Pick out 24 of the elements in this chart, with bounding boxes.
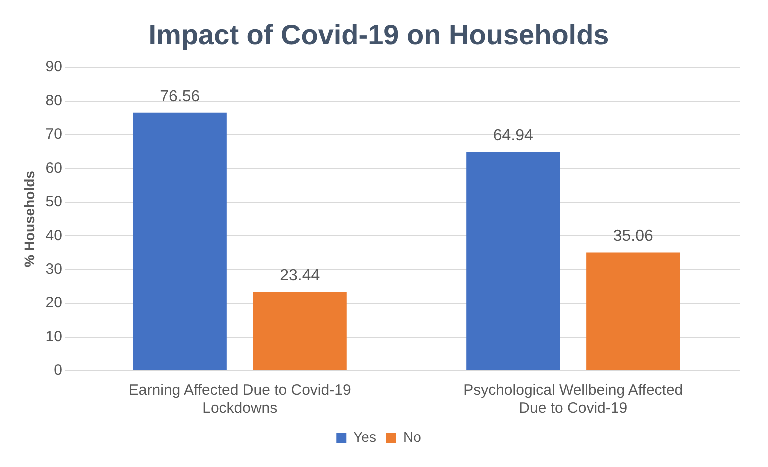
y-axis-title: % Households	[21, 170, 38, 268]
data-label: 64.94	[493, 127, 534, 144]
y-tick-label: 80	[46, 92, 62, 110]
y-tick-label: 60	[46, 160, 62, 177]
bar	[133, 112, 227, 370]
legend-label: Yes	[354, 428, 376, 445]
y-tick-label: 70	[46, 126, 62, 144]
y-tick-label: 20	[46, 294, 62, 312]
data-label: 76.56	[160, 88, 200, 106]
data-label: 23.44	[280, 267, 320, 284]
y-tick-label: 0	[54, 362, 62, 380]
y-tick-label: 90	[46, 58, 62, 76]
bar	[253, 292, 347, 370]
bar	[586, 252, 680, 370]
x-tick-label: Earning Affected Due to Covid-19 Lockdowns	[128, 382, 352, 418]
y-tick-label: 40	[46, 227, 62, 244]
y-tick-label: 50	[46, 194, 62, 211]
y-tick-label: 30	[46, 261, 62, 278]
chart-title: Impact of Covid-19 on Households	[148, 20, 610, 51]
y-tick-label: 10	[46, 328, 62, 346]
x-tick-label: Psychological Wellbeing Affected Due to Covid-19	[464, 382, 684, 418]
bar	[466, 152, 560, 370]
legend-label: No	[403, 428, 422, 445]
data-label: 35.06	[613, 228, 654, 246]
